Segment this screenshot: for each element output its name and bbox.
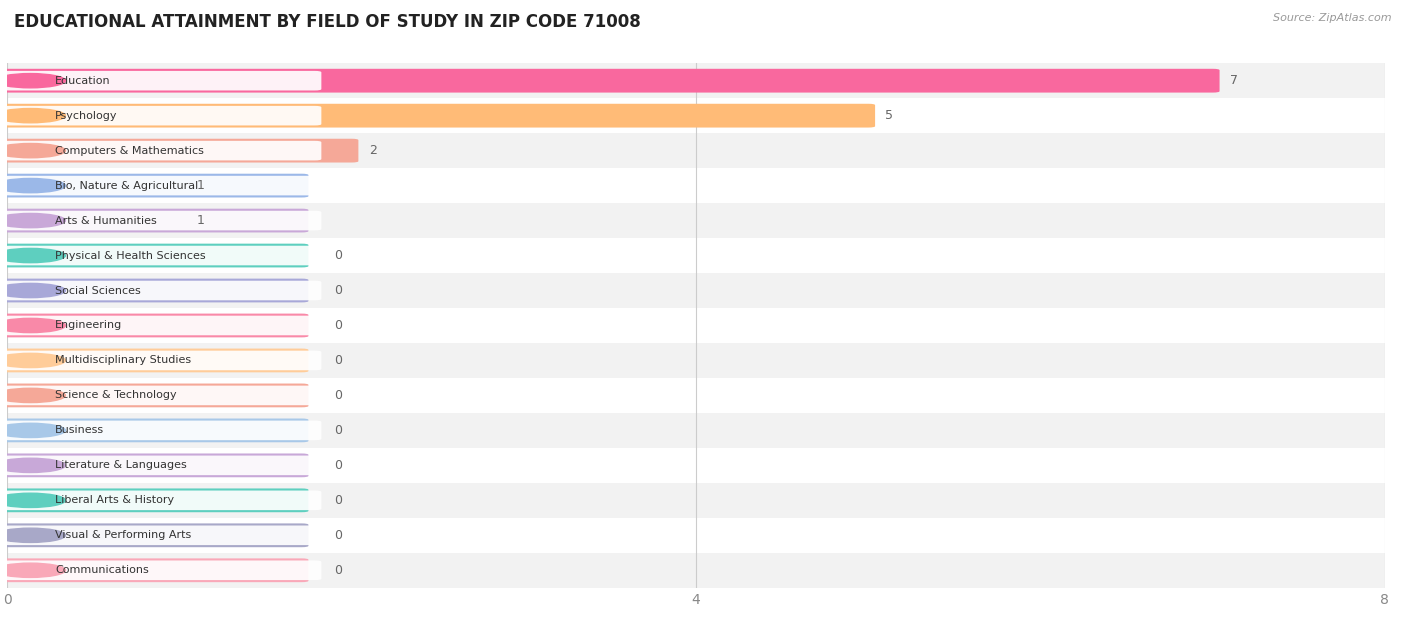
- Text: Communications: Communications: [55, 565, 149, 575]
- Text: EDUCATIONAL ATTAINMENT BY FIELD OF STUDY IN ZIP CODE 71008: EDUCATIONAL ATTAINMENT BY FIELD OF STUDY…: [14, 13, 641, 30]
- Text: Engineering: Engineering: [55, 320, 122, 331]
- FancyBboxPatch shape: [0, 209, 308, 233]
- Circle shape: [0, 178, 66, 193]
- FancyBboxPatch shape: [0, 279, 308, 302]
- FancyBboxPatch shape: [3, 421, 322, 440]
- Bar: [7, 133, 1385, 168]
- FancyBboxPatch shape: [3, 456, 322, 475]
- Circle shape: [0, 528, 66, 542]
- Text: 7: 7: [1230, 74, 1237, 87]
- Bar: [7, 378, 1385, 413]
- Text: 1: 1: [197, 214, 204, 227]
- FancyBboxPatch shape: [3, 176, 322, 195]
- FancyBboxPatch shape: [3, 281, 322, 300]
- FancyBboxPatch shape: [0, 384, 308, 407]
- Circle shape: [0, 458, 66, 473]
- Text: Computers & Mathematics: Computers & Mathematics: [55, 145, 204, 155]
- FancyBboxPatch shape: [0, 69, 1219, 92]
- Circle shape: [0, 73, 66, 88]
- Circle shape: [0, 353, 66, 368]
- Text: Multidisciplinary Studies: Multidisciplinary Studies: [55, 355, 191, 365]
- Circle shape: [0, 143, 66, 158]
- Text: 0: 0: [335, 529, 342, 542]
- Text: 5: 5: [886, 109, 893, 122]
- FancyBboxPatch shape: [0, 418, 308, 442]
- FancyBboxPatch shape: [0, 104, 875, 128]
- Text: Psychology: Psychology: [55, 111, 118, 121]
- Text: 0: 0: [335, 319, 342, 332]
- Circle shape: [0, 283, 66, 298]
- Text: Bio, Nature & Agricultural: Bio, Nature & Agricultural: [55, 181, 198, 191]
- Bar: [7, 483, 1385, 518]
- FancyBboxPatch shape: [3, 71, 322, 90]
- Bar: [7, 448, 1385, 483]
- Circle shape: [0, 493, 66, 507]
- Circle shape: [0, 319, 66, 332]
- Bar: [7, 168, 1385, 203]
- Circle shape: [0, 388, 66, 403]
- FancyBboxPatch shape: [3, 316, 322, 335]
- Bar: [7, 518, 1385, 553]
- FancyBboxPatch shape: [0, 139, 359, 162]
- FancyBboxPatch shape: [0, 523, 308, 547]
- Text: 0: 0: [335, 459, 342, 472]
- FancyBboxPatch shape: [3, 561, 322, 580]
- Text: Visual & Performing Arts: Visual & Performing Arts: [55, 530, 191, 540]
- Text: 0: 0: [335, 424, 342, 437]
- FancyBboxPatch shape: [3, 386, 322, 405]
- FancyBboxPatch shape: [0, 489, 308, 512]
- FancyBboxPatch shape: [3, 351, 322, 370]
- Text: Source: ZipAtlas.com: Source: ZipAtlas.com: [1274, 13, 1392, 23]
- Text: 0: 0: [335, 494, 342, 507]
- Text: 0: 0: [335, 389, 342, 402]
- Text: 0: 0: [335, 354, 342, 367]
- FancyBboxPatch shape: [3, 141, 322, 161]
- Text: 0: 0: [335, 284, 342, 297]
- Bar: [7, 553, 1385, 588]
- FancyBboxPatch shape: [3, 211, 322, 230]
- Text: Liberal Arts & History: Liberal Arts & History: [55, 495, 174, 506]
- Bar: [7, 238, 1385, 273]
- Circle shape: [0, 214, 66, 228]
- Text: Literature & Languages: Literature & Languages: [55, 460, 187, 470]
- Bar: [7, 203, 1385, 238]
- FancyBboxPatch shape: [0, 349, 308, 372]
- Circle shape: [0, 109, 66, 123]
- Bar: [7, 98, 1385, 133]
- FancyBboxPatch shape: [3, 246, 322, 265]
- Text: Arts & Humanities: Arts & Humanities: [55, 216, 157, 226]
- Bar: [7, 273, 1385, 308]
- FancyBboxPatch shape: [0, 313, 308, 337]
- Text: Education: Education: [55, 76, 111, 86]
- Text: Business: Business: [55, 425, 104, 435]
- Circle shape: [0, 248, 66, 263]
- FancyBboxPatch shape: [0, 559, 308, 582]
- FancyBboxPatch shape: [3, 490, 322, 510]
- Text: 2: 2: [368, 144, 377, 157]
- Bar: [7, 63, 1385, 98]
- Bar: [7, 308, 1385, 343]
- Text: 1: 1: [197, 179, 204, 192]
- Text: Science & Technology: Science & Technology: [55, 391, 177, 401]
- Text: Physical & Health Sciences: Physical & Health Sciences: [55, 250, 205, 260]
- FancyBboxPatch shape: [3, 106, 322, 125]
- Text: 0: 0: [335, 249, 342, 262]
- FancyBboxPatch shape: [0, 174, 308, 197]
- Text: 0: 0: [335, 564, 342, 577]
- Bar: [7, 343, 1385, 378]
- Bar: [7, 413, 1385, 448]
- FancyBboxPatch shape: [0, 244, 308, 267]
- Text: Social Sciences: Social Sciences: [55, 286, 141, 296]
- FancyBboxPatch shape: [0, 454, 308, 477]
- FancyBboxPatch shape: [3, 526, 322, 545]
- Circle shape: [0, 563, 66, 578]
- Circle shape: [0, 423, 66, 437]
